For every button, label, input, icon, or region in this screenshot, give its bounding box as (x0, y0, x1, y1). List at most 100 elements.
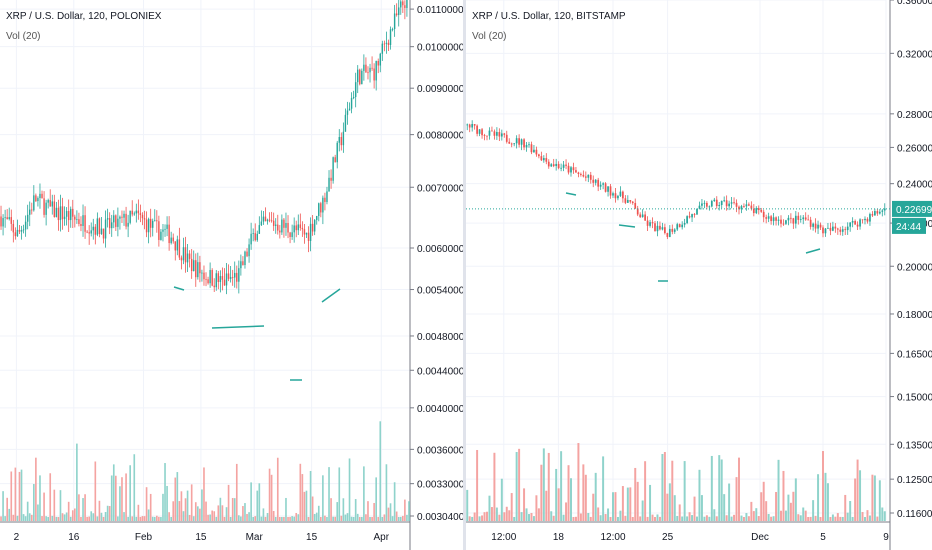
right-volume-bar (488, 495, 491, 521)
right-candle-body (535, 149, 538, 155)
right-candle-body (580, 173, 582, 175)
right-volume-bar (782, 470, 785, 521)
right-volume-bar (725, 515, 728, 521)
left-candle-body (209, 270, 211, 284)
right-volume-bar (826, 483, 829, 521)
left-volume-bar (203, 467, 205, 521)
left-candle-body (203, 272, 205, 280)
right-volume-bar (572, 516, 575, 521)
left-candle-body (168, 224, 170, 244)
right-volume-bar (710, 455, 713, 521)
right-volume-bar (831, 514, 834, 521)
right-volume-bar (873, 475, 876, 521)
left-candle-body (184, 247, 187, 263)
left-volume-bar (285, 497, 287, 521)
right-candle-body (639, 214, 642, 218)
right-candle-body (614, 193, 617, 199)
left-candle-body (285, 222, 287, 228)
left-candle-body (207, 279, 209, 284)
right-candle-body (834, 226, 837, 229)
right-volume-bar (742, 516, 745, 521)
right-candle-body (678, 224, 681, 228)
left-candle-body (106, 218, 109, 220)
right-volume-bar (789, 502, 792, 521)
left-candle-body (275, 224, 277, 226)
left-candle-body (131, 210, 133, 215)
left-candle-body (311, 223, 314, 232)
right-candle-body (730, 202, 733, 204)
right-volume-bar (621, 486, 624, 521)
left-volume-bar (106, 505, 109, 521)
right-candle-body (466, 124, 469, 126)
left-volume-bar (194, 502, 197, 521)
right-volume-bar (624, 515, 627, 521)
right-candle-body (565, 164, 567, 166)
left-candle-body (22, 229, 25, 231)
right-volume-bar (881, 507, 884, 521)
right-candle-body (510, 143, 513, 145)
left-candle-body (164, 228, 166, 230)
right-candle-body (881, 210, 884, 212)
left-volume-bar (80, 516, 82, 521)
left-volume-bar (301, 474, 304, 521)
right-volume-bar (658, 516, 661, 521)
left-volume-bar (24, 516, 27, 521)
right-volume-bar (508, 510, 511, 521)
left-candle-body (172, 237, 174, 242)
left-volume-bar (115, 475, 117, 521)
left-volume-bar (143, 516, 146, 521)
left-candle-body (221, 276, 224, 280)
right-volume-bar (750, 501, 753, 521)
left-volume-bar (104, 511, 107, 521)
left-candle-body (90, 230, 92, 234)
right-volume-bar (471, 516, 474, 521)
left-volume-bar (63, 514, 66, 521)
left-volume-bar (135, 516, 138, 521)
left-candle-body (231, 277, 234, 278)
panel-divider[interactable] (463, 0, 466, 550)
right-volume-bar (668, 483, 671, 521)
right-candle-body (473, 124, 476, 126)
right-candle-body (520, 139, 523, 145)
right-volume-bar (525, 508, 528, 521)
left-candle-body (152, 220, 154, 228)
right-volume-bar (839, 516, 842, 521)
right-candle-body (673, 229, 676, 232)
right-volume-bar (733, 514, 736, 521)
left-volume-bar (14, 467, 17, 521)
right-candle-body (575, 170, 577, 173)
right-volume-bar (809, 516, 812, 521)
left-candle-body (104, 219, 107, 239)
left-candle-body (190, 258, 193, 272)
right-volume-bar (649, 484, 652, 521)
left-volume-bar (78, 494, 80, 521)
left-volume-bar (69, 516, 72, 521)
right-candle-body (864, 218, 866, 221)
left-candle-body (0, 216, 2, 227)
right-candle-body (792, 218, 795, 224)
right-volume-bar (817, 474, 820, 521)
left-volume-bar (279, 516, 281, 521)
left-candle-body (406, 0, 408, 8)
left-candle-body (223, 279, 226, 286)
right-candle-body (748, 204, 750, 206)
left-volume-bar (217, 505, 220, 521)
left-candle-body (283, 219, 285, 228)
left-candle-body (84, 215, 86, 232)
right-price-tick-label: 0.15000 (897, 393, 932, 404)
left-candle-body (307, 232, 310, 241)
right-chart-panel[interactable]: 0.360000.320000.280000.260000.240000.220… (466, 0, 932, 550)
right-price-tick-label: 0.13500 (897, 440, 932, 451)
left-volume-bar (324, 515, 326, 521)
left-volume-bar (82, 498, 84, 521)
right-volume-bar (735, 477, 738, 521)
left-candle-body (320, 203, 322, 213)
right-volume-bar (656, 514, 659, 521)
right-candle-body (676, 224, 679, 230)
right-volume-bar (483, 512, 486, 521)
left-volume-bar (320, 516, 322, 521)
left-volume-bar (346, 513, 349, 521)
left-candle-body (352, 97, 355, 99)
